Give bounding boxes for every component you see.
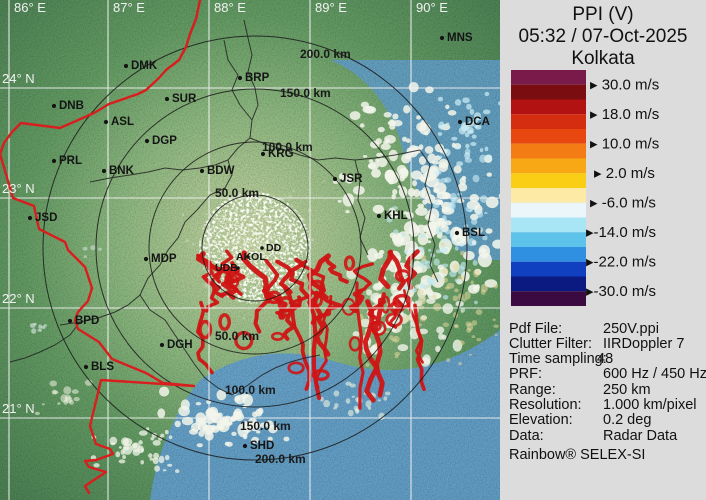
svg-text:1.000 km/pixel: 1.000 km/pixel (603, 397, 697, 413)
svg-text:Data:: Data: (509, 428, 544, 444)
svg-text:DGH: DGH (167, 339, 193, 351)
svg-text:SHD: SHD (250, 440, 274, 452)
svg-text:BDW: BDW (207, 165, 235, 177)
svg-text:Kolkata: Kolkata (571, 48, 635, 69)
svg-text:UDB: UDB (215, 262, 238, 274)
svg-text:BLS: BLS (91, 361, 114, 373)
svg-text:Radar Data: Radar Data (603, 428, 678, 444)
svg-text:90° E: 90° E (416, 0, 448, 15)
svg-text:23° N: 23° N (2, 181, 35, 196)
svg-text:200.0 km: 200.0 km (300, 47, 351, 61)
svg-text:600 Hz / 450 Hz: 600 Hz / 450 Hz (603, 366, 706, 382)
svg-text:DMK: DMK (131, 60, 158, 72)
svg-text:KHL: KHL (384, 210, 408, 222)
svg-text:Rainbow® SELEX-SI: Rainbow® SELEX-SI (509, 447, 645, 463)
svg-text:DD: DD (266, 242, 282, 254)
svg-text:Elevation:: Elevation: (509, 412, 573, 428)
svg-text:89° E: 89° E (315, 0, 347, 15)
svg-text:24° N: 24° N (2, 71, 35, 86)
svg-text:Range:: Range: (509, 382, 556, 398)
svg-text:▸-14.0 m/s: ▸-14.0 m/s (586, 224, 656, 241)
svg-text:Pdf File:: Pdf File: (509, 321, 562, 337)
svg-text:▸ 18.0 m/s: ▸ 18.0 m/s (590, 106, 659, 123)
svg-text:200.0 km: 200.0 km (255, 452, 306, 466)
svg-text:▸ 30.0 m/s: ▸ 30.0 m/s (590, 77, 659, 94)
svg-text:KRG: KRG (268, 148, 294, 160)
svg-text:JSD: JSD (35, 212, 57, 224)
svg-text:SUR: SUR (172, 93, 197, 105)
svg-text:86° E: 86° E (14, 0, 46, 15)
svg-text:05:32 / 07-Oct-2025: 05:32 / 07-Oct-2025 (519, 26, 688, 47)
svg-text:DGP: DGP (152, 135, 177, 147)
svg-text:DCA: DCA (465, 116, 490, 128)
svg-text:0.2 deg: 0.2 deg (603, 412, 651, 428)
svg-text:48: 48 (597, 351, 613, 367)
svg-text:▸ -6.0 m/s: ▸ -6.0 m/s (590, 195, 656, 212)
svg-text:▸ 10.0 m/s: ▸ 10.0 m/s (590, 136, 659, 153)
svg-text:PPI (V): PPI (V) (572, 4, 633, 25)
svg-text:88° E: 88° E (214, 0, 246, 15)
svg-text:150.0 km: 150.0 km (280, 86, 331, 100)
svg-text:BPD: BPD (75, 315, 99, 327)
svg-text:AKOL: AKOL (236, 251, 266, 263)
svg-text:21° N: 21° N (2, 401, 35, 416)
svg-text:ASL: ASL (111, 116, 134, 128)
svg-text:Time sampling:: Time sampling: (509, 351, 607, 367)
svg-text:DNB: DNB (59, 100, 84, 112)
svg-text:87° E: 87° E (113, 0, 145, 15)
svg-text:50.0 km: 50.0 km (215, 186, 259, 200)
svg-text:MNS: MNS (447, 32, 473, 44)
svg-text:PRL: PRL (59, 155, 82, 167)
svg-text:BSL: BSL (462, 227, 485, 239)
svg-text:100.0 km: 100.0 km (225, 383, 276, 397)
svg-text:22° N: 22° N (2, 291, 35, 306)
svg-text:JSR: JSR (340, 173, 363, 185)
svg-text:BRP: BRP (245, 72, 270, 84)
svg-text:250 km: 250 km (603, 382, 651, 398)
svg-text:250V.ppi: 250V.ppi (603, 321, 659, 337)
svg-text:PRF:: PRF: (509, 366, 542, 382)
svg-text:▸-30.0 m/s: ▸-30.0 m/s (586, 283, 656, 300)
svg-text:▸-22.0 m/s: ▸-22.0 m/s (586, 254, 656, 271)
svg-text:150.0 km: 150.0 km (240, 419, 291, 433)
svg-text:50.0 km: 50.0 km (215, 329, 259, 343)
svg-text:IIRDoppler 7: IIRDoppler 7 (603, 336, 684, 352)
svg-text:Resolution:: Resolution: (509, 397, 582, 413)
svg-text:BNK: BNK (109, 165, 135, 177)
svg-text:MDP: MDP (151, 253, 177, 265)
svg-text:Clutter Filter:: Clutter Filter: (509, 336, 592, 352)
svg-text:▸ 2.0 m/s: ▸ 2.0 m/s (594, 165, 655, 182)
